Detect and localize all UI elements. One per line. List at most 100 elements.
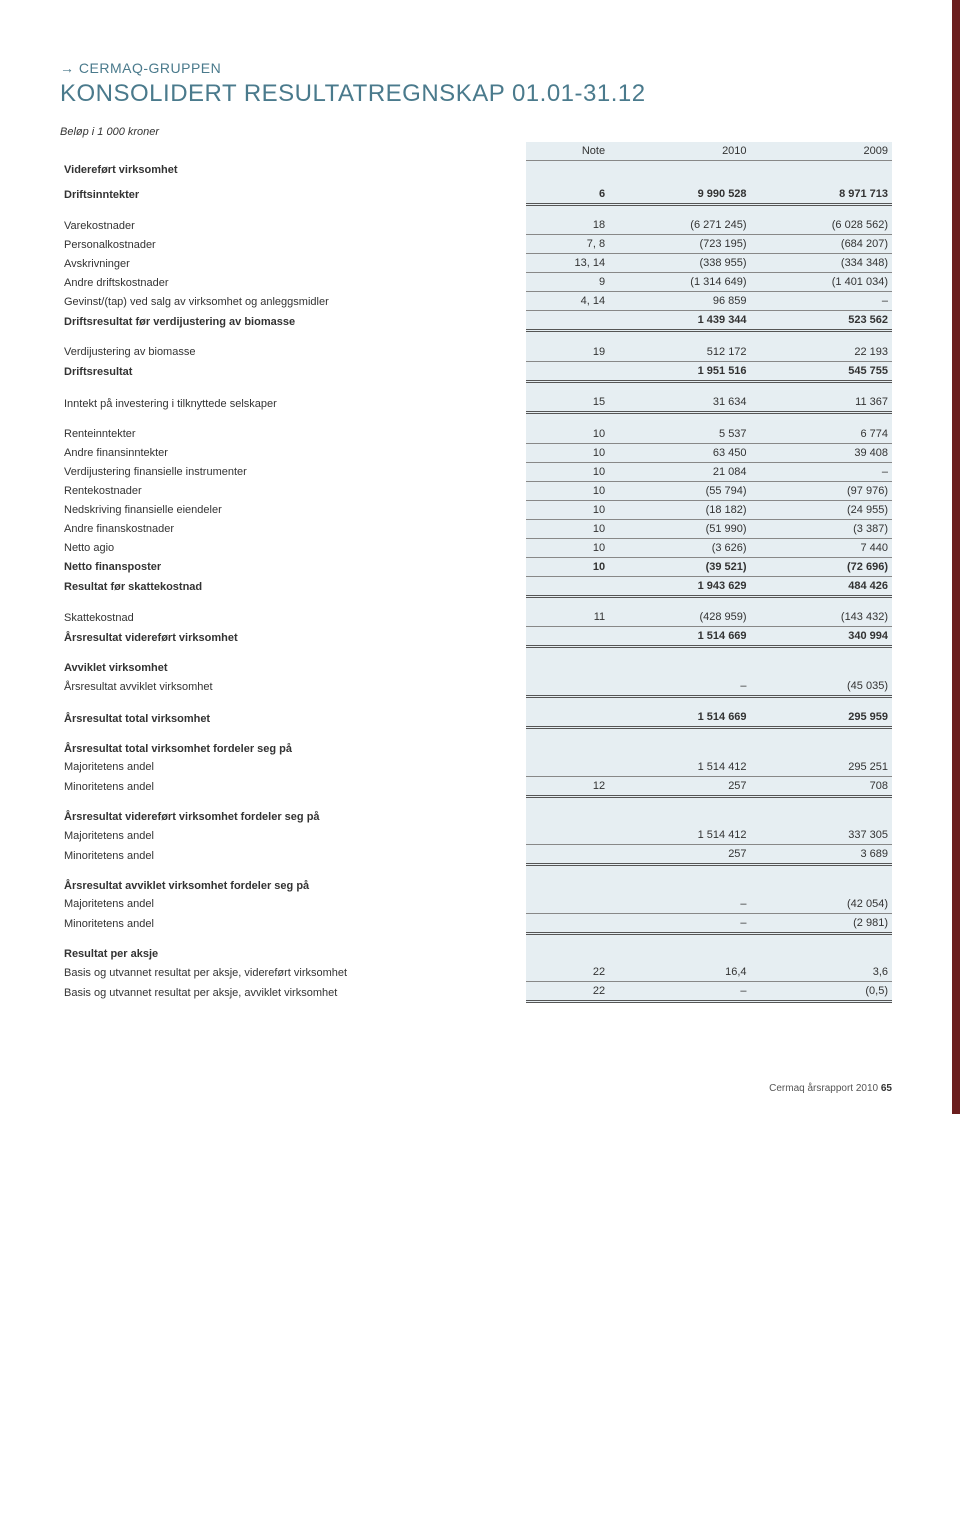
row-label: Andre driftskostnader [60,273,526,292]
row-note [526,826,609,845]
row-2010: (338 955) [609,254,750,273]
table-row: Majoritetens andel1 514 412295 251 [60,758,892,777]
table-row: Årsresultat avviklet virksomhet–(45 035) [60,677,892,697]
row-2009: 22 193 [751,343,892,362]
row-label: Årsresultat avviklet virksomhet [60,677,526,697]
row-2010: 9 990 528 [609,185,750,205]
group-label: CERMAQ-GRUPPEN [79,60,221,76]
row-note: 15 [526,393,609,413]
row-label: Netto finansposter [60,557,526,576]
row-2010: (1 314 649) [609,273,750,292]
section-label-row: Årsresultat total virksomhet fordeler se… [60,740,892,758]
table-row: Rentekostnader10(55 794)(97 976) [60,481,892,500]
subtitle: Beløp i 1 000 kroner [60,126,892,138]
row-note: 11 [526,608,609,627]
row-note: 13, 14 [526,254,609,273]
row-2009: 545 755 [751,361,892,381]
row-label: Majoritetens andel [60,826,526,845]
row-2009: (3 387) [751,519,892,538]
section-label: Videreført virksomhet [60,161,526,179]
row-label: Minoritetens andel [60,776,526,796]
section-label-row: Årsresultat avviklet virksomhet fordeler… [60,877,892,895]
section-label: Årsresultat total virksomhet fordeler se… [60,740,526,758]
row-note: 10 [526,557,609,576]
row-2009: 295 251 [751,758,892,777]
row-2010: 512 172 [609,343,750,362]
row-2009: 8 971 713 [751,185,892,205]
row-2009: (143 432) [751,608,892,627]
row-label: Inntekt på investering i tilknyttede sel… [60,393,526,413]
row-2010: (6 271 245) [609,216,750,235]
row-label: Verdijustering finansielle instrumenter [60,462,526,481]
row-2010: – [609,913,750,933]
row-2009: 7 440 [751,538,892,557]
row-note: 10 [526,462,609,481]
row-label: Avskrivninger [60,254,526,273]
row-note [526,895,609,914]
row-note [526,576,609,596]
row-2010: 16,4 [609,963,750,982]
row-2009: – [751,462,892,481]
row-note [526,361,609,381]
row-2010: (428 959) [609,608,750,627]
row-label: Netto agio [60,538,526,557]
table-row: Renteinntekter105 5376 774 [60,425,892,444]
row-2010: 1 514 669 [609,708,750,728]
row-2010: 257 [609,845,750,865]
table-row: Driftsinntekter69 990 5288 971 713 [60,185,892,205]
row-label: Basis og utvannet resultat per aksje, av… [60,982,526,1002]
spacer-row [60,933,892,945]
table-row: Årsresultat videreført virksomhet1 514 6… [60,627,892,647]
page-footer: Cermaq årsrapport 2010 65 [60,1083,892,1094]
row-2009: (97 976) [751,481,892,500]
section-label-row: Årsresultat videreført virksomhet fordel… [60,808,892,826]
row-2010: 1 514 412 [609,826,750,845]
section-label: Avviklet virksomhet [60,659,526,677]
spacer-row [60,596,892,608]
table-row: Andre driftskostnader9(1 314 649)(1 401 … [60,273,892,292]
row-2009: 3,6 [751,963,892,982]
row-2009: 340 994 [751,627,892,647]
row-2009: (2 981) [751,913,892,933]
row-2010: – [609,895,750,914]
row-2010: – [609,677,750,697]
table-row: Majoritetens andel–(42 054) [60,895,892,914]
row-2009: 484 426 [751,576,892,596]
row-label: Årsresultat total virksomhet [60,708,526,728]
table-row: Driftsresultat før verdijustering av bio… [60,311,892,331]
row-2010: (39 521) [609,557,750,576]
row-note: 10 [526,538,609,557]
group-name: → CERMAQ-GRUPPEN [60,60,892,76]
table-row: Nedskriving finansielle eiendeler10(18 1… [60,500,892,519]
table-header-row: Note20102009 [60,142,892,161]
row-2009: – [751,292,892,311]
section-label: Årsresultat videreført virksomhet fordel… [60,808,526,826]
row-label: Andre finansinntekter [60,443,526,462]
spacer-row [60,381,892,393]
row-label: Rentekostnader [60,481,526,500]
row-note: 12 [526,776,609,796]
row-note [526,845,609,865]
row-note: 19 [526,343,609,362]
table-row: Basis og utvannet resultat per aksje, av… [60,982,892,1002]
row-2010: (55 794) [609,481,750,500]
row-label: Driftsresultat [60,361,526,381]
row-note: 10 [526,481,609,500]
row-2010: (51 990) [609,519,750,538]
row-2009: (24 955) [751,500,892,519]
row-note: 22 [526,963,609,982]
arrow-icon: → [60,60,75,76]
row-label: Renteinntekter [60,425,526,444]
spacer-row [60,204,892,216]
row-label: Driftsresultat før verdijustering av bio… [60,311,526,331]
row-note: 4, 14 [526,292,609,311]
row-2010: 1 514 669 [609,627,750,647]
footer-text: Cermaq årsrapport 2010 [769,1083,878,1094]
row-label: Gevinst/(tap) ved salg av virksomhet og … [60,292,526,311]
table-row: Majoritetens andel1 514 412337 305 [60,826,892,845]
row-2010: 1 514 412 [609,758,750,777]
table-row: Driftsresultat1 951 516545 755 [60,361,892,381]
row-note [526,311,609,331]
row-note [526,627,609,647]
row-label: Minoritetens andel [60,845,526,865]
